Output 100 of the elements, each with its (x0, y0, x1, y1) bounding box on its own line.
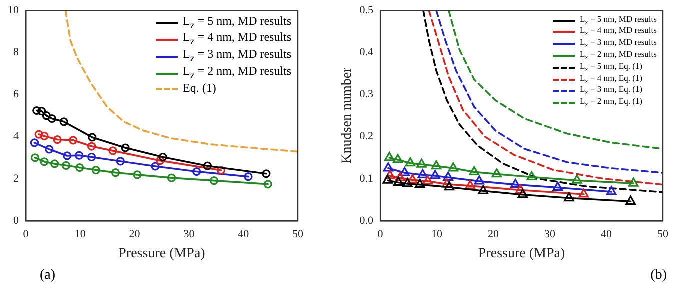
point (40, 132, 49, 141)
x-tick-label: 30 (544, 228, 556, 240)
point (478, 185, 488, 194)
point (53, 135, 62, 144)
point (158, 152, 168, 162)
point (518, 189, 528, 198)
point (465, 180, 476, 190)
point (156, 156, 165, 166)
point (32, 106, 42, 116)
point (48, 114, 56, 124)
point (45, 145, 54, 154)
point (116, 157, 125, 166)
y-tick-label: 6 (14, 88, 20, 101)
point (262, 170, 271, 178)
x-tick-label: 20 (488, 228, 500, 240)
point (385, 170, 396, 180)
legend-label: L$_{z}$ = 4 nm, Eq. (1) (580, 72, 642, 86)
point (443, 172, 454, 181)
legend-label: L$_{z}$ = 5 nm, MD results (183, 14, 292, 32)
y-tick-label: 0.2 (360, 130, 374, 143)
point (474, 176, 485, 185)
legend-label: L$_{z}$ = 3 nm, MD results (183, 47, 292, 66)
y-tick-label: 0 (14, 214, 20, 227)
point (402, 178, 413, 188)
point (37, 107, 46, 116)
point (510, 179, 521, 188)
text: (b) (650, 268, 667, 284)
point (264, 180, 272, 189)
point (422, 176, 434, 185)
point (92, 166, 100, 175)
point (69, 136, 78, 145)
y-tick-label: 10 (8, 4, 20, 16)
x-tick-label: 20 (129, 228, 141, 240)
point (393, 176, 404, 186)
point (88, 142, 96, 151)
point (384, 152, 395, 162)
y-tick-label: 4 (14, 130, 20, 143)
x-tick-label: 50 (292, 228, 304, 240)
line-series (64, 10, 298, 153)
point (133, 170, 142, 180)
x-tick-label: 0 (23, 228, 30, 240)
legend-label: L$_{z}$ = 5 nm, MD results (580, 14, 657, 26)
point (469, 166, 480, 176)
point (448, 162, 459, 172)
y-tick-label: 8 (14, 46, 20, 59)
legend-label: L$_{z}$ = 2 nm, Eq. (1) (580, 96, 642, 110)
point (111, 168, 120, 178)
legend-label: L$_{z}$ = 2 nm, MD results (183, 64, 292, 82)
point (414, 179, 426, 188)
point (578, 188, 590, 198)
x-tick-label: 10 (74, 228, 86, 240)
point (203, 162, 212, 170)
point (405, 158, 416, 167)
legend-label: L$_{z}$ = 3 nm, MD results (580, 37, 657, 50)
legend-label: L$_{z}$ = 3 nm, Eq. (1) (580, 84, 642, 98)
point (492, 168, 502, 178)
point (416, 158, 427, 168)
x-tick-label: 10 (432, 228, 444, 240)
point (50, 160, 60, 168)
point (408, 174, 418, 184)
point (431, 160, 442, 170)
point (30, 154, 40, 162)
y-tick-label: 0.0 (360, 214, 374, 227)
point (395, 172, 406, 182)
legend-label: Eq. (1) (183, 81, 216, 96)
point (192, 167, 202, 176)
point (244, 172, 253, 182)
x-axis-title: Pressure (MPa) (478, 246, 566, 262)
x-tick-label: 40 (601, 228, 613, 240)
point (392, 154, 404, 164)
point (210, 176, 219, 186)
point (60, 118, 68, 126)
y-tick-label: 0.5 (360, 4, 374, 16)
legend-label: L$_{z}$ = 4 nm, MD results (580, 25, 657, 38)
point (121, 144, 130, 152)
x-tick-label: 50 (658, 228, 669, 240)
point (30, 138, 40, 148)
point (628, 178, 639, 187)
x-tick-label: 0 (378, 228, 384, 240)
point (88, 152, 96, 162)
point (430, 170, 440, 180)
y-tick-label: 0.3 (360, 88, 374, 101)
point (606, 186, 617, 196)
point (572, 174, 582, 184)
point (444, 182, 455, 191)
y-tick-label: 2 (14, 172, 19, 185)
line-series (448, 10, 663, 150)
y-axis-title: Knudsen number (340, 67, 356, 164)
point (88, 133, 97, 142)
point (151, 162, 160, 171)
text: (a) (40, 268, 56, 284)
point (516, 184, 526, 194)
point (167, 174, 176, 182)
point (40, 158, 49, 166)
legend-label: L$_{z}$ = 4 nm, MD results (183, 30, 292, 48)
legend-label: L$_{z}$ = 5 nm, Eq. (1) (580, 60, 642, 74)
point (400, 167, 410, 176)
x-tick-label: 40 (238, 228, 250, 240)
point (76, 163, 84, 172)
point (382, 174, 394, 184)
